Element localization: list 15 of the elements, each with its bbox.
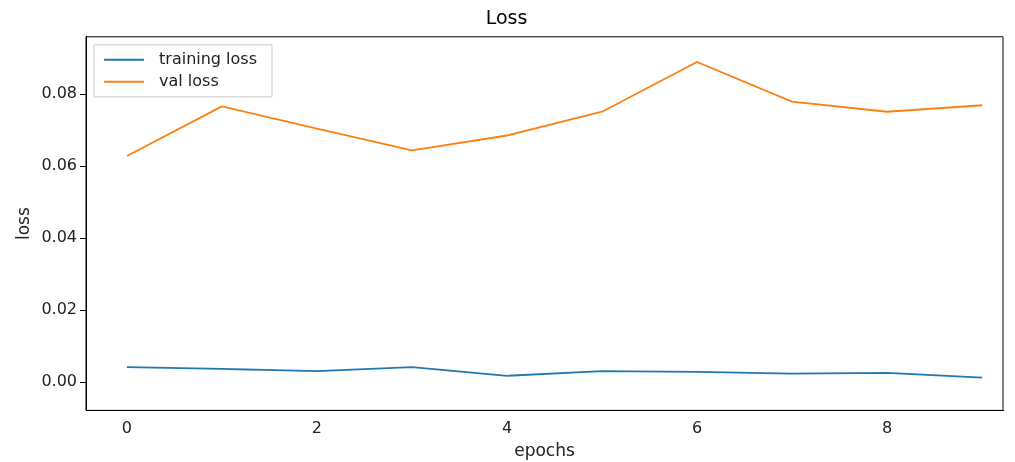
x-tick-label: 8 (881, 418, 893, 438)
x-tick-label: 4 (501, 418, 513, 438)
chart-title: Loss (485, 6, 528, 29)
x-tick-label: 2 (311, 418, 323, 438)
y-tick-label: 0.02 (41, 299, 78, 319)
y-tick-label: 0.00 (41, 371, 78, 391)
y-tick-label: 0.06 (41, 155, 78, 175)
legend-label: val loss (159, 70, 219, 90)
y-tick-label: 0.08 (41, 83, 78, 103)
y-axis-title: loss (12, 207, 33, 241)
y-tick-label: 0.04 (41, 227, 78, 247)
x-tick-label: 0 (121, 418, 132, 438)
legend-label: training loss (159, 48, 258, 68)
x-tick-label: 6 (691, 418, 703, 438)
x-axis-title: epochs (514, 440, 575, 461)
